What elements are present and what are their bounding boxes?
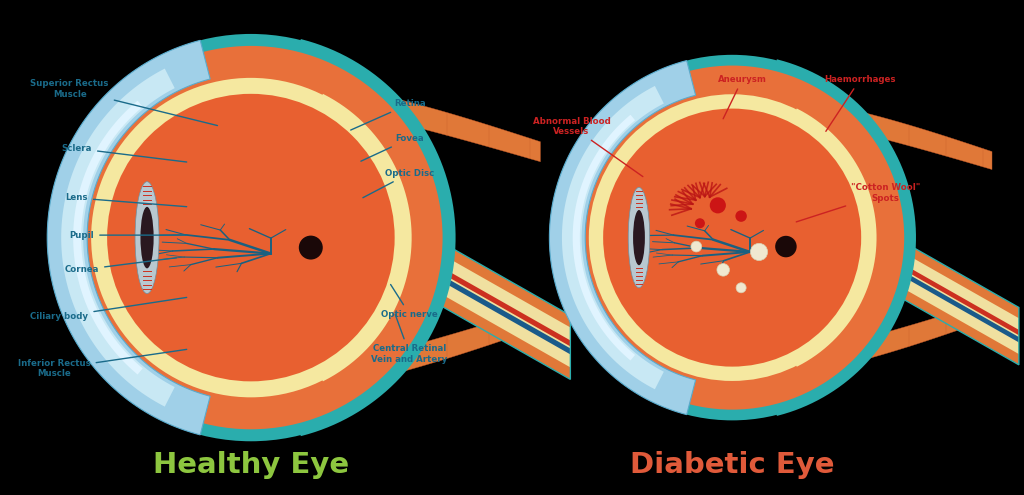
Polygon shape bbox=[550, 60, 695, 415]
Polygon shape bbox=[723, 300, 992, 390]
Polygon shape bbox=[562, 86, 664, 389]
Text: Retina: Retina bbox=[350, 99, 425, 130]
Ellipse shape bbox=[91, 78, 411, 397]
Ellipse shape bbox=[775, 236, 797, 257]
Polygon shape bbox=[47, 40, 210, 435]
Ellipse shape bbox=[589, 94, 876, 381]
Text: Fovea: Fovea bbox=[360, 134, 424, 161]
Text: Optic Disc: Optic Disc bbox=[362, 169, 434, 198]
Polygon shape bbox=[861, 218, 1019, 365]
Text: Optic nerve: Optic nerve bbox=[381, 285, 438, 319]
Ellipse shape bbox=[717, 263, 729, 276]
Ellipse shape bbox=[751, 244, 768, 260]
Text: Superior Rectus
Muscle: Superior Rectus Muscle bbox=[31, 79, 217, 126]
Ellipse shape bbox=[695, 218, 705, 228]
Ellipse shape bbox=[549, 55, 915, 420]
Text: Inferior Rectus
Muscle: Inferior Rectus Muscle bbox=[17, 349, 186, 379]
Ellipse shape bbox=[135, 182, 159, 294]
Ellipse shape bbox=[633, 210, 645, 265]
Polygon shape bbox=[394, 216, 570, 379]
Ellipse shape bbox=[735, 210, 746, 222]
Ellipse shape bbox=[108, 94, 394, 381]
Text: Pupil: Pupil bbox=[70, 231, 186, 240]
Polygon shape bbox=[394, 241, 570, 346]
Text: "Cotton Wool"
Spots: "Cotton Wool" Spots bbox=[797, 183, 921, 222]
Text: Aneurysm: Aneurysm bbox=[718, 75, 767, 119]
Ellipse shape bbox=[691, 241, 701, 252]
Ellipse shape bbox=[736, 283, 746, 293]
Text: Sclera: Sclera bbox=[61, 144, 186, 162]
Ellipse shape bbox=[47, 34, 455, 441]
Ellipse shape bbox=[710, 198, 726, 213]
Ellipse shape bbox=[629, 188, 649, 288]
Polygon shape bbox=[61, 69, 175, 406]
Text: Ciliary body: Ciliary body bbox=[31, 297, 186, 321]
Polygon shape bbox=[394, 228, 570, 367]
Text: Diabetic Eye: Diabetic Eye bbox=[630, 451, 835, 479]
Polygon shape bbox=[861, 229, 1019, 354]
Polygon shape bbox=[723, 85, 992, 169]
Polygon shape bbox=[241, 68, 541, 162]
Text: Central Retinal
Vein and Artery: Central Retinal Vein and Artery bbox=[372, 314, 447, 364]
Polygon shape bbox=[73, 100, 142, 375]
Polygon shape bbox=[241, 307, 541, 407]
Polygon shape bbox=[572, 115, 635, 360]
Text: Lens: Lens bbox=[66, 194, 186, 207]
Polygon shape bbox=[861, 248, 1019, 343]
Text: Haemorrhages: Haemorrhages bbox=[824, 75, 896, 131]
Ellipse shape bbox=[603, 108, 861, 367]
Text: Cornea: Cornea bbox=[65, 258, 176, 274]
Text: Healthy Eye: Healthy Eye bbox=[153, 451, 349, 479]
Ellipse shape bbox=[59, 46, 442, 429]
Polygon shape bbox=[861, 240, 1019, 335]
Polygon shape bbox=[394, 248, 570, 354]
Ellipse shape bbox=[560, 65, 904, 410]
Ellipse shape bbox=[299, 236, 323, 259]
Ellipse shape bbox=[140, 207, 154, 268]
Text: Abnormal Blood
Vessels: Abnormal Blood Vessels bbox=[532, 116, 643, 177]
